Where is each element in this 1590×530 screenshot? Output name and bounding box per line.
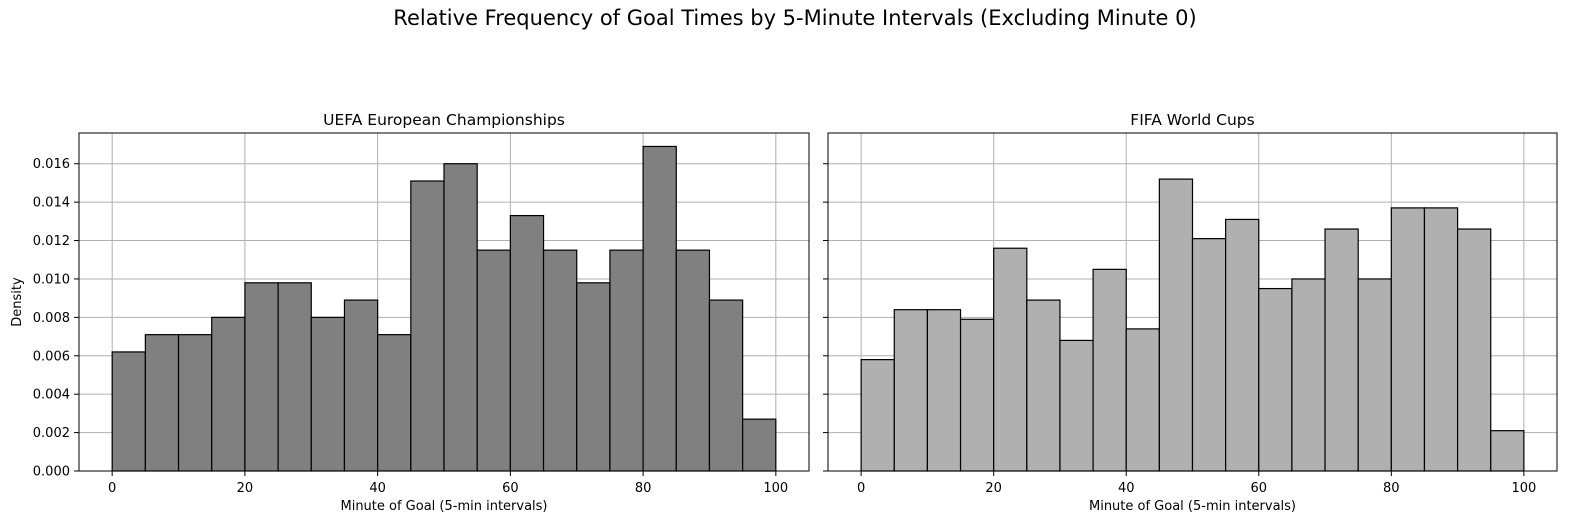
x-tick-label: 80 <box>635 481 652 496</box>
x-axis-label: Minute of Goal (5-min intervals) <box>1089 499 1296 514</box>
histogram-bar <box>377 334 412 472</box>
y-tick-label: 0.008 <box>33 311 70 326</box>
histogram-bar <box>993 247 1028 472</box>
x-tick-label: 20 <box>237 481 254 496</box>
histogram-bar <box>1191 238 1227 472</box>
histogram-bar <box>476 249 511 472</box>
x-tick-label: 100 <box>1511 481 1536 496</box>
histogram-bar <box>675 249 711 472</box>
histogram-bar <box>443 163 478 472</box>
histogram-bar <box>609 249 644 472</box>
y-axis-label: Density <box>10 277 25 327</box>
x-tick-label: 100 <box>763 481 788 496</box>
histogram-bar <box>111 351 146 472</box>
histogram-bar <box>1423 207 1459 472</box>
histogram-bar <box>1026 299 1061 472</box>
histogram-bar <box>244 282 279 472</box>
y-tick-label: 0.006 <box>33 349 70 364</box>
histogram-bar <box>144 334 180 472</box>
histogram-bar <box>310 316 346 472</box>
histogram-bar <box>1059 339 1094 472</box>
histogram-bar <box>177 334 213 472</box>
histogram-bar <box>576 282 611 472</box>
histogram-bar <box>642 145 677 472</box>
x-axis-label: Minute of Goal (5-min intervals) <box>340 499 547 514</box>
histogram-bar <box>509 214 545 472</box>
histogram-bar <box>1258 287 1293 472</box>
x-tick-label: 40 <box>1118 481 1135 496</box>
x-tick-label: 0 <box>857 481 865 496</box>
histogram-bar <box>708 299 744 472</box>
x-tick-label: 40 <box>369 481 386 496</box>
y-tick-label: 0.002 <box>33 426 70 441</box>
histogram-bar <box>1092 268 1127 472</box>
histogram-bar <box>742 418 777 472</box>
histogram-bar <box>893 309 929 472</box>
y-tick-label: 0.000 <box>33 465 70 480</box>
y-tick-label: 0.010 <box>33 272 70 287</box>
histogram-bar <box>860 359 895 472</box>
histogram-bar <box>1158 178 1194 472</box>
y-tick-label: 0.016 <box>33 157 70 172</box>
subplot-1: 0 20 40 60 80 100 0.000 0.002 0.004 0.006 0.008 0.0… <box>10 111 810 514</box>
histogram-bar <box>542 249 578 472</box>
subplot-2: 0 20 40 60 80 100 FIFA World Cups Minute of Goa… <box>823 111 1558 514</box>
axes-frame <box>827 132 1558 472</box>
y-tick-label: 0.012 <box>33 234 70 249</box>
histogram-bar <box>1456 228 1492 472</box>
histogram-bar <box>1125 328 1160 472</box>
histogram-bar <box>211 316 246 472</box>
axes-frame <box>78 132 810 472</box>
y-tick-label: 0.014 <box>33 196 70 211</box>
x-tick-label: 20 <box>985 481 1002 496</box>
subplot-title: UEFA European Championships <box>323 111 565 129</box>
x-tick-label: 0 <box>108 481 116 496</box>
histogram-bar <box>343 299 379 472</box>
x-tick-label: 60 <box>502 481 519 496</box>
histogram-bar <box>959 318 995 472</box>
histogram-bar <box>1390 207 1426 472</box>
subplot-title: FIFA World Cups <box>1130 111 1254 129</box>
histogram-bar <box>410 180 445 472</box>
x-tick-label: 60 <box>1250 481 1267 496</box>
histogram-bar <box>1357 278 1392 472</box>
histogram-bar <box>1324 228 1359 472</box>
histogram-bar <box>1291 278 1326 472</box>
histogram-bar <box>277 282 312 472</box>
histogram-bar <box>1225 218 1260 472</box>
figure-title: Relative Frequency of Goal Times by 5-Mi… <box>393 6 1197 30</box>
y-tick-label: 0.004 <box>33 388 70 403</box>
x-tick-label: 80 <box>1383 481 1400 496</box>
histogram-bar <box>1490 430 1525 472</box>
histogram-bar <box>926 309 962 472</box>
